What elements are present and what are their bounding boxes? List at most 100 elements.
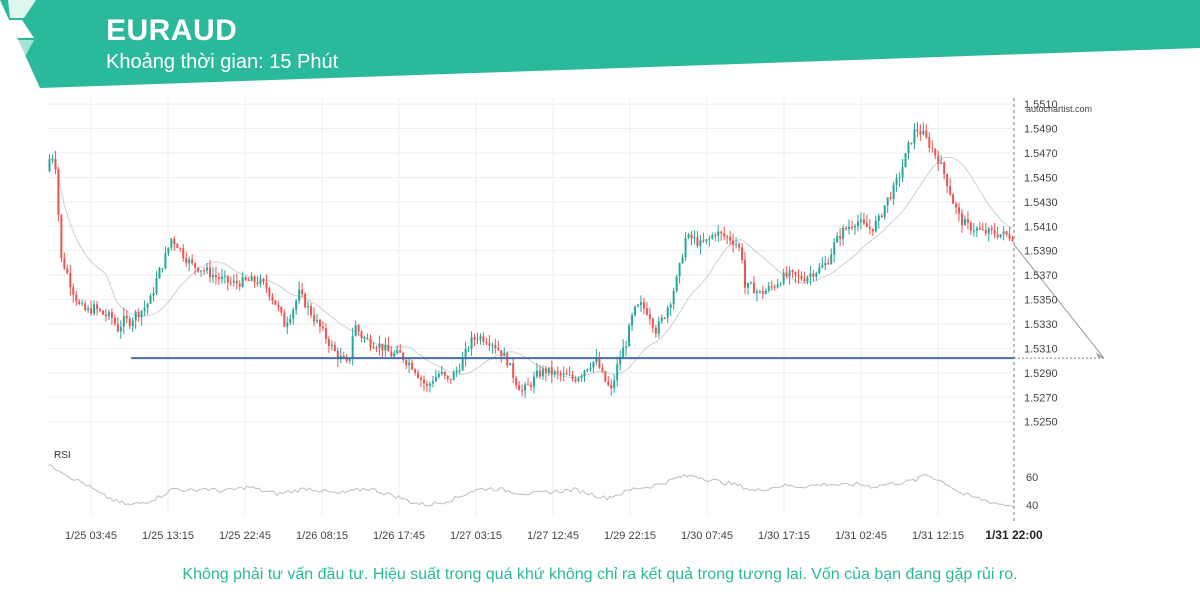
candle-body xyxy=(197,267,200,272)
candle-body xyxy=(788,270,791,277)
candle-body xyxy=(901,167,904,178)
candle-body xyxy=(598,357,601,368)
candle-body xyxy=(628,325,631,347)
candle-body xyxy=(990,228,993,231)
candle-body xyxy=(642,302,645,309)
candle-body xyxy=(318,319,321,327)
candle-body xyxy=(803,279,806,282)
candle-body xyxy=(286,322,289,327)
price-tick-label: 1.5490 xyxy=(1024,124,1058,136)
candle-body xyxy=(660,317,663,322)
candle-body xyxy=(853,226,856,228)
candle-body xyxy=(999,234,1002,238)
candle-body xyxy=(669,304,672,308)
candle-body xyxy=(761,290,764,295)
candle-body xyxy=(149,295,152,304)
candle-body xyxy=(898,177,901,179)
candle-body xyxy=(527,384,530,386)
candle-body xyxy=(684,237,687,258)
candle-body xyxy=(886,197,889,206)
candle-body xyxy=(984,229,987,234)
candle-body xyxy=(580,376,583,378)
candle-body xyxy=(794,272,797,276)
candle-body xyxy=(916,129,919,132)
candle-body xyxy=(856,221,859,227)
candle-body xyxy=(574,378,577,382)
brand-logo-icon xyxy=(4,0,36,62)
candle-body xyxy=(449,378,452,381)
chart-canvas: 1.5510 1.5490 1.5470 1.5450 1.5430 1.5410 1.53… xyxy=(47,98,1105,542)
candle-body xyxy=(422,379,425,384)
candle-body xyxy=(815,272,818,277)
candle-body xyxy=(116,323,119,332)
candle-body xyxy=(622,347,625,358)
candle-body xyxy=(405,360,408,365)
candle-body xyxy=(81,303,84,305)
candle-body xyxy=(547,367,550,374)
candle-body xyxy=(696,237,699,247)
price-tick-label: 1.5430 xyxy=(1024,197,1058,209)
candle-body xyxy=(283,312,286,327)
candle-body xyxy=(883,205,886,218)
candle-body xyxy=(500,350,503,357)
candle-body xyxy=(613,380,616,389)
candle-body xyxy=(491,344,494,346)
candle-body xyxy=(589,367,592,370)
candle-body xyxy=(637,305,640,307)
time-tick-label: 1/25 22:45 xyxy=(219,530,271,542)
candle-body xyxy=(827,262,830,264)
candle-body xyxy=(200,270,203,272)
rsi-line xyxy=(47,464,1015,508)
candle-body xyxy=(155,278,158,294)
candle-body xyxy=(833,242,836,255)
candle-body xyxy=(232,280,235,283)
candle-body xyxy=(940,162,943,164)
candle-body xyxy=(681,257,684,264)
candle-body xyxy=(726,236,729,238)
candle-body xyxy=(203,270,206,272)
candle-body xyxy=(812,273,815,277)
candle-body xyxy=(634,306,637,316)
candle-body xyxy=(342,355,345,358)
candle-body xyxy=(666,307,669,318)
price-tick-label: 1.5450 xyxy=(1024,172,1058,184)
candle-body xyxy=(54,158,57,170)
candle-body xyxy=(482,336,485,343)
candle-body xyxy=(473,337,476,340)
candle-body xyxy=(247,279,250,281)
price-tick-label: 1.5370 xyxy=(1024,270,1058,282)
candle-body xyxy=(839,235,842,239)
banner-shape xyxy=(0,0,1200,88)
candle-body xyxy=(631,315,634,326)
time-tick-label: 1/27 03:15 xyxy=(450,530,502,542)
candle-body xyxy=(188,259,191,264)
candle-body xyxy=(711,235,714,239)
candle-body xyxy=(610,384,613,389)
price-tick-label: 1.5410 xyxy=(1024,221,1058,233)
candle-body xyxy=(494,344,497,349)
candle-body xyxy=(797,275,800,277)
candle-body xyxy=(250,276,253,281)
candle-body xyxy=(845,227,848,230)
candle-body xyxy=(333,344,336,351)
candle-body xyxy=(910,142,913,144)
candle-body xyxy=(369,338,372,348)
price-chart: 1.5510 1.5490 1.5470 1.5450 1.5430 1.5410 1.53… xyxy=(0,90,1200,550)
candle-body xyxy=(107,312,110,317)
price-tick-label: 1.5290 xyxy=(1024,368,1058,380)
candle-body xyxy=(925,130,928,138)
candle-body xyxy=(503,353,506,357)
candle-body xyxy=(101,310,104,315)
candle-body xyxy=(702,240,705,242)
candle-body xyxy=(393,353,396,357)
candle-body xyxy=(690,234,693,239)
candle-body xyxy=(87,308,90,311)
candle-body xyxy=(363,337,366,339)
candle-body xyxy=(515,377,518,386)
moving-average-layer xyxy=(49,156,1013,379)
candle-body xyxy=(265,282,268,289)
candle-body xyxy=(223,275,226,277)
candle-body xyxy=(93,304,96,314)
candle-body xyxy=(625,346,628,348)
candle-body xyxy=(1005,231,1008,235)
